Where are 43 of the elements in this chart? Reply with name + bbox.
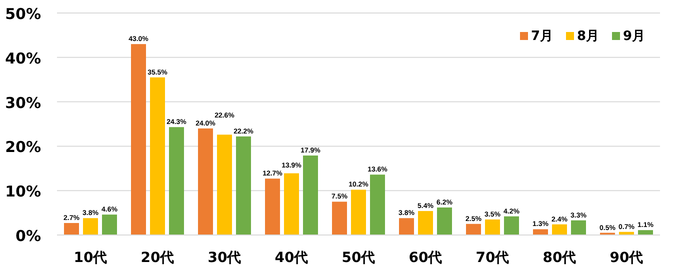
bar xyxy=(83,218,98,235)
bar xyxy=(504,216,519,235)
bar xyxy=(351,190,366,235)
y-tick-label: 0% xyxy=(16,227,41,245)
x-tick-label: 10代 xyxy=(74,250,108,266)
legend-label: 7月 xyxy=(531,29,554,44)
bar xyxy=(437,207,452,235)
legend-label: 8月 xyxy=(577,29,600,44)
bar xyxy=(64,223,79,235)
bar xyxy=(399,218,414,235)
x-tick-label: 30代 xyxy=(208,250,242,266)
x-tick-label: 40代 xyxy=(274,250,308,266)
y-tick-label: 50% xyxy=(5,5,41,23)
bar xyxy=(571,220,586,235)
x-tick-label: 20代 xyxy=(140,250,174,266)
y-tick-label: 20% xyxy=(5,138,41,156)
legend-label: 9月 xyxy=(623,29,646,44)
bar xyxy=(485,219,500,235)
bar xyxy=(217,134,232,235)
x-tick-label: 90代 xyxy=(610,250,644,266)
y-tick-label: 40% xyxy=(5,49,41,68)
bar xyxy=(236,136,251,235)
bar xyxy=(552,224,567,235)
x-tick-label: 60代 xyxy=(408,250,442,266)
bar xyxy=(169,127,184,235)
bar xyxy=(102,214,117,235)
bar xyxy=(131,44,146,235)
bar xyxy=(198,128,213,235)
x-tick-label: 80代 xyxy=(542,250,576,266)
bar xyxy=(265,178,280,235)
bar xyxy=(284,173,299,235)
bar xyxy=(638,230,653,235)
y-tick-label: 10% xyxy=(5,182,41,201)
bar xyxy=(150,77,165,235)
x-tick-label: 50代 xyxy=(342,250,376,266)
bar xyxy=(370,174,385,235)
bar xyxy=(332,202,347,235)
bar xyxy=(466,224,481,235)
bar xyxy=(303,156,318,235)
x-tick-label: 70代 xyxy=(476,250,510,266)
bar xyxy=(418,211,433,235)
bar xyxy=(533,229,548,235)
y-tick-label: 30% xyxy=(5,94,41,112)
